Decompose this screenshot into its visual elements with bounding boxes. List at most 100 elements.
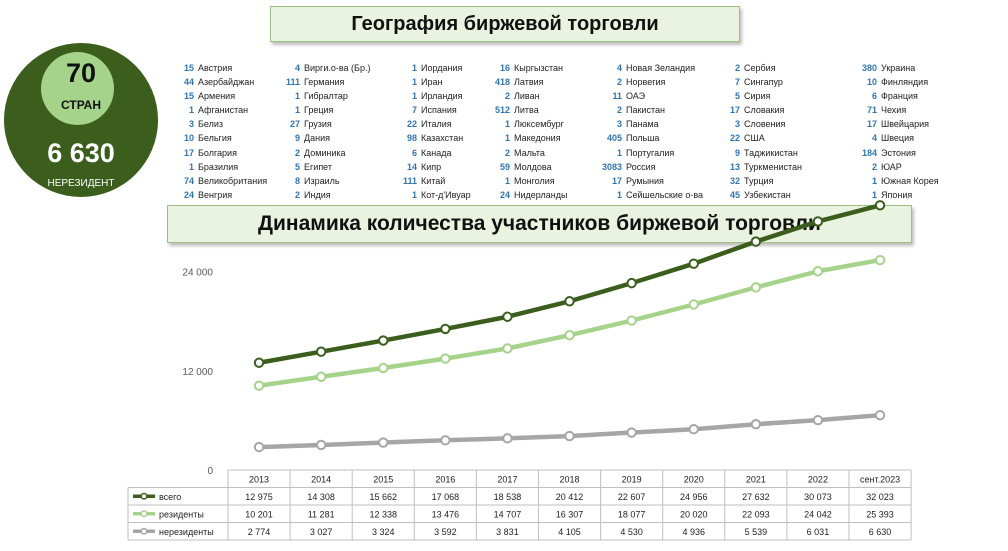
country-name: Эстония bbox=[881, 147, 916, 158]
country-column: 4 Вирги.о-ва (Бр.) 111 Германия 1 Гибралтар 1 Г… bbox=[276, 61, 370, 202]
country-name: Бразилия bbox=[198, 161, 239, 172]
country-count: 17 bbox=[866, 119, 877, 130]
y-tick-label: 12 000 bbox=[182, 367, 213, 378]
country-count: 1 bbox=[411, 63, 417, 73]
country-name: Мальта bbox=[514, 147, 545, 158]
country-name: Канада bbox=[421, 147, 452, 158]
data-point bbox=[688, 423, 699, 435]
data-point bbox=[688, 299, 699, 310]
country-name: Великобритания bbox=[198, 175, 268, 186]
country-name: Польша bbox=[626, 133, 660, 144]
country-name: Ливан bbox=[514, 91, 540, 102]
country-item: 1 Бразилия bbox=[170, 160, 267, 174]
country-count: 5 bbox=[294, 161, 300, 172]
data-label: 25 393 bbox=[866, 509, 894, 519]
country-name: Латвия bbox=[514, 77, 544, 88]
country-count: 17 bbox=[729, 105, 740, 116]
country-name: Словения bbox=[744, 119, 786, 130]
country-count: 1 bbox=[504, 119, 510, 130]
country-count: 2 bbox=[734, 63, 740, 73]
data-label: 14 308 bbox=[307, 492, 335, 502]
country-item: 7 Сингапур bbox=[716, 75, 802, 89]
country-count: 9 bbox=[734, 147, 740, 158]
data-point bbox=[750, 236, 762, 247]
country-name: Новая Зеландия bbox=[626, 63, 696, 73]
country-item: 24 Нидерланды bbox=[486, 188, 567, 202]
country-item: 1 Сейшельские о-ва bbox=[598, 188, 703, 202]
country-name: Сингапур bbox=[744, 77, 783, 88]
data-label: 20 412 bbox=[556, 492, 584, 502]
data-label: 11 281 bbox=[308, 509, 335, 519]
data-label: 27 632 bbox=[742, 492, 770, 502]
country-item: 512 Литва bbox=[486, 103, 567, 117]
country-name: Сирия bbox=[744, 91, 771, 102]
country-count: 1 bbox=[294, 91, 300, 102]
country-count: 2 bbox=[616, 105, 622, 116]
country-count: 44 bbox=[183, 77, 194, 88]
country-count: 5 bbox=[734, 91, 740, 102]
country-item: 1 Македония bbox=[486, 131, 567, 145]
country-name: Доминика bbox=[304, 147, 346, 158]
y-tick-label: 24 000 bbox=[182, 268, 213, 279]
country-name: Китай bbox=[421, 175, 446, 186]
country-count: 7 bbox=[411, 105, 417, 116]
x-tick-label: 2018 bbox=[560, 474, 580, 484]
data-label: 18 538 bbox=[494, 492, 522, 502]
data-label: 3 831 bbox=[496, 527, 519, 537]
country-item: 3 Словения bbox=[716, 117, 802, 131]
country-count: 418 bbox=[494, 77, 510, 88]
country-item: 2 Норвегия bbox=[598, 75, 703, 89]
country-name: Румыния bbox=[626, 175, 664, 186]
legend-label: нерезиденты bbox=[159, 527, 214, 537]
data-label: 20 020 bbox=[680, 509, 708, 519]
data-point bbox=[253, 441, 265, 453]
country-count: 3 bbox=[616, 119, 622, 130]
country-name: Португалия bbox=[626, 147, 675, 158]
country-item: 2 Индия bbox=[276, 188, 370, 202]
country-name: Греция bbox=[304, 105, 334, 116]
country-item: 17 Словакия bbox=[716, 103, 802, 117]
country-count: 10 bbox=[183, 133, 194, 144]
country-count: 512 bbox=[494, 105, 510, 116]
country-name: Монголия bbox=[514, 175, 555, 186]
country-count: 111 bbox=[285, 77, 300, 88]
data-point bbox=[502, 343, 513, 354]
country-item: 1 Кот-д'Ивуар bbox=[393, 188, 471, 202]
country-item: 3 Панама bbox=[598, 117, 703, 131]
chart-title: Динамика количества участников биржевой … bbox=[167, 205, 912, 243]
country-item: 1 Южная Корея bbox=[853, 174, 939, 188]
country-count: 16 bbox=[499, 63, 510, 73]
country-count: 15 bbox=[183, 63, 194, 73]
data-label: 30 073 bbox=[804, 492, 832, 502]
country-item: 2 ЮАР bbox=[853, 160, 939, 174]
country-count: 71 bbox=[866, 105, 877, 116]
country-item: 17 Швейцария bbox=[853, 117, 939, 131]
country-item: 111 Китай bbox=[393, 174, 471, 188]
geo-title: География биржевой торговли bbox=[270, 6, 740, 42]
country-name: Узбекистан bbox=[744, 189, 791, 200]
country-name: Франция bbox=[881, 91, 918, 102]
data-point bbox=[440, 353, 451, 364]
country-name: Азербайджан bbox=[198, 77, 255, 88]
x-tick-label: 2021 bbox=[746, 474, 766, 484]
country-count: 184 bbox=[861, 147, 877, 158]
country-column: 16 Кыргызстан 418 Латвия 2 Ливан 512 Литва 1 Люкс… bbox=[486, 61, 567, 202]
country-item: 184 Эстония bbox=[853, 146, 939, 160]
country-count: 1 bbox=[188, 161, 194, 172]
country-name: Сербия bbox=[744, 63, 776, 73]
country-name: Гибралтар bbox=[304, 91, 348, 102]
x-tick-label: сент.2023 bbox=[860, 474, 900, 484]
country-item: 6 Канада bbox=[393, 146, 471, 160]
data-label: 5 539 bbox=[745, 527, 768, 537]
country-name: Сейшельские о-ва bbox=[626, 189, 704, 200]
country-count: 1 bbox=[411, 77, 417, 88]
country-count: 45 bbox=[729, 189, 740, 200]
country-item: 11 ОАЭ bbox=[598, 89, 703, 103]
badge-nonresident-label: НЕРЕЗИДЕНТ bbox=[47, 178, 115, 189]
country-count: 98 bbox=[406, 133, 417, 144]
x-tick-label: 2014 bbox=[311, 474, 331, 484]
country-item: 1 Монголия bbox=[486, 174, 567, 188]
country-item: 9 Таджикистан bbox=[716, 146, 802, 160]
country-count: 17 bbox=[611, 175, 622, 186]
country-item: 15 Австрия bbox=[170, 61, 267, 75]
